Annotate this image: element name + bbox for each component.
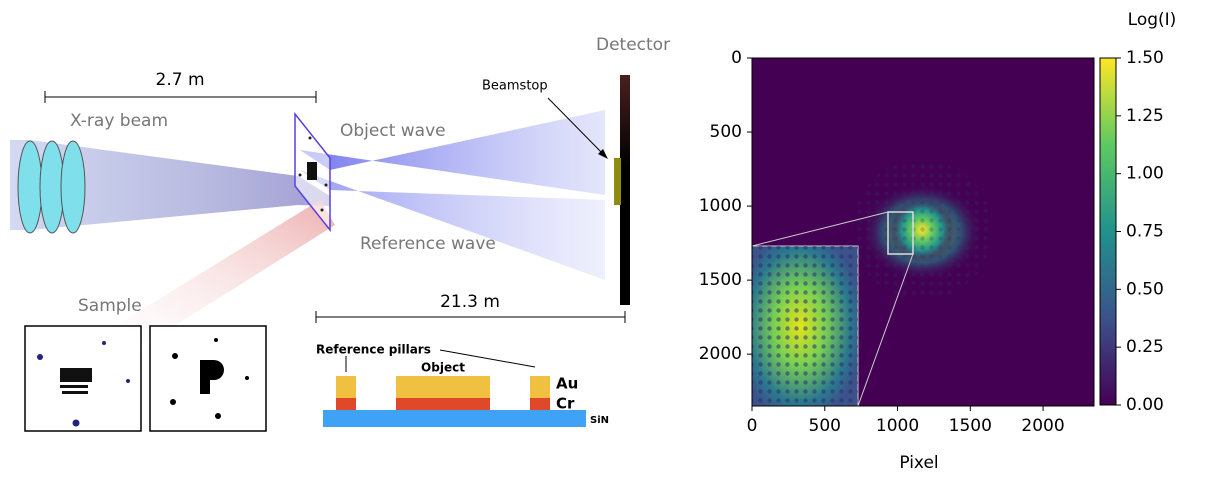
heatmap: Pixel Log(I) — [751, 10, 1177, 473]
object-wave-beam — [300, 110, 605, 195]
colorbar-tick-label: 1.00 — [1126, 164, 1164, 184]
x-tick-label: 2000 — [1021, 416, 1064, 436]
detector-label: Detector — [596, 35, 670, 55]
pillars-label: Reference pillars — [316, 343, 431, 357]
setup-diagram: 2.7 m X-ray beam Object wave Reference w… — [10, 35, 670, 432]
distance-label: 21.3 m — [440, 292, 500, 312]
sample-label: Sample — [78, 296, 142, 316]
lens — [39, 140, 65, 234]
reference-wave-label: Reference wave — [360, 234, 496, 254]
detector — [620, 75, 630, 305]
y-tick-label: 1500 — [699, 270, 742, 290]
reference-wave-beam — [300, 170, 605, 280]
distance-label: 2.7 m — [156, 70, 205, 90]
x-axis-label: Pixel — [899, 453, 938, 473]
cr-label: Cr — [556, 395, 575, 413]
y-tick-label: 0 — [731, 48, 742, 68]
colorbar — [1099, 57, 1117, 406]
y-tick-label: 1000 — [699, 196, 742, 216]
colorbar-label: Log(I) — [1128, 10, 1177, 30]
colorbar-tick-label: 0.25 — [1126, 337, 1164, 357]
x-tick-label: 1000 — [876, 416, 919, 436]
au-label: Au — [556, 375, 578, 393]
x-tick-label: 1500 — [949, 416, 992, 436]
beam-label: X-ray beam — [70, 111, 168, 131]
beamstop-label: Beamstop — [482, 79, 548, 94]
substrate — [323, 410, 586, 427]
colorbar-tick-label: 0.50 — [1126, 279, 1164, 299]
colorbar-tick-label: 1.50 — [1126, 48, 1164, 68]
xray-beam — [10, 140, 330, 230]
lens — [17, 140, 43, 234]
colorbar-tick-label: 0.75 — [1126, 222, 1164, 242]
beamstop — [614, 158, 621, 205]
colorbar-tick-label: 0.00 — [1126, 395, 1164, 415]
y-tick-label: 500 — [710, 122, 742, 142]
x-tick-label: 500 — [809, 416, 841, 436]
beamstop-arrow — [547, 97, 606, 157]
y-tick-label: 2000 — [699, 344, 742, 364]
colorbar-tick-label: 1.25 — [1126, 106, 1164, 126]
object-wave-label: Object wave — [340, 121, 446, 141]
zoom-box — [887, 211, 914, 255]
sin-label: SiN — [590, 415, 609, 426]
lens — [60, 140, 86, 234]
sample-object — [307, 162, 317, 180]
sample-zoom-cone — [60, 200, 335, 360]
object-label: Object — [421, 361, 465, 375]
x-tick-label: 0 — [747, 416, 758, 436]
